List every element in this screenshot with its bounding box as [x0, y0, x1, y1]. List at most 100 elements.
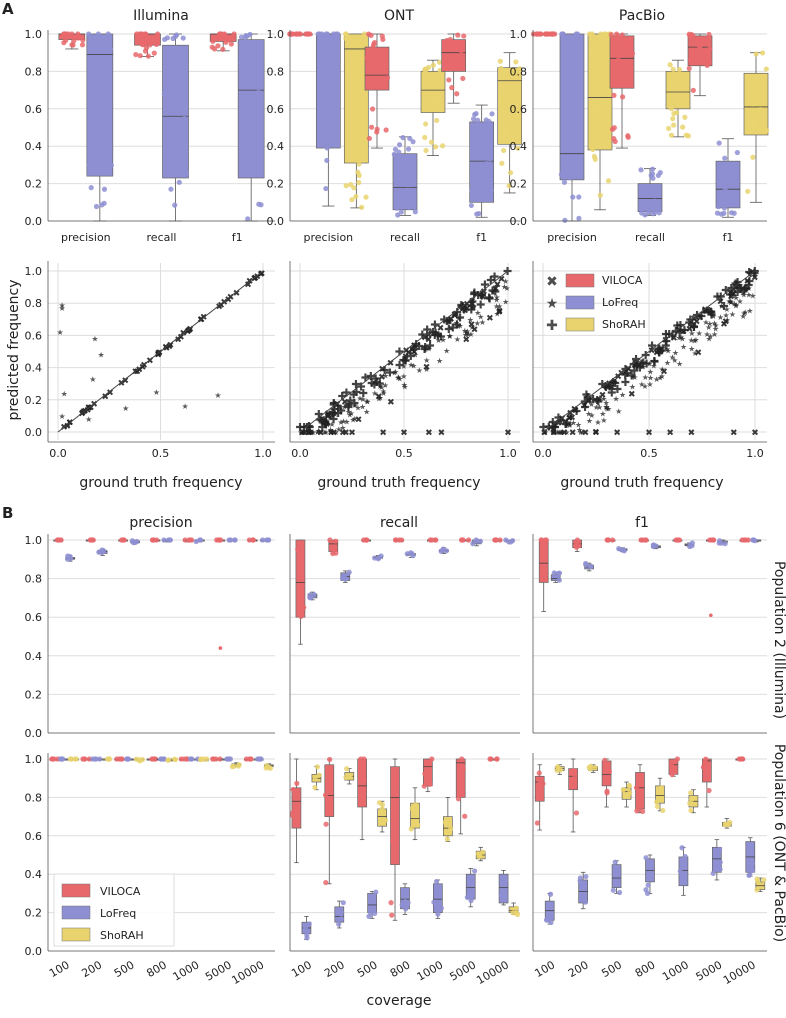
a-scatter-ont-viloca-point: ✖ — [495, 308, 503, 318]
a-scatter-ont-shorah-point: ✚ — [476, 298, 485, 311]
b-r1-f1-xtick-5000: 5000 — [694, 958, 725, 983]
b-r1-recall-xtick-800: 800 — [388, 958, 413, 980]
a-scatter-ont-viloca-point: ✖ — [402, 353, 410, 363]
a-box-pacbio-shorah-f1-point — [750, 125, 756, 131]
a-box-pacbio-shorah-f1-point — [763, 127, 770, 134]
a-scatter-ont-viloca-point: ✖ — [332, 401, 340, 411]
a-box-ont-viloca-recall-point — [366, 31, 372, 37]
b-f1-outlier — [709, 613, 713, 618]
b-r1-f1-shorah-800-point — [654, 799, 660, 805]
a-scatter-pacbio-viloca-point: ✖ — [584, 397, 592, 407]
b-r1-f1-viloca-800-box — [635, 772, 645, 810]
a-box-pacbio-lofreq-precision-point — [575, 118, 582, 124]
b-r0-recall-lofreq-500-point — [376, 555, 382, 561]
b-r1-f1-lofreq-100-point — [543, 917, 550, 923]
a-scatter-pacbio-viloca-point: ✖ — [751, 273, 759, 283]
a-scatter-pacbio-shorah-point: ✚ — [654, 343, 663, 356]
a-scatter-ont-lofreq-point: ★ — [423, 365, 430, 374]
a-scatter-ont-shorah-point: ✚ — [433, 330, 442, 343]
a-box-illumina-lofreq-recall-point — [170, 35, 176, 42]
a-box-ont-ytick-label: 1.0 — [267, 28, 285, 41]
a-scatter-ont-lofreq-point: ★ — [351, 414, 358, 423]
b-r0-f1-lofreq-500-point — [621, 548, 627, 554]
a-scatter-pacbio-lofreq-point: ★ — [733, 293, 740, 302]
b-r1-recall-lofreq-10000-point — [498, 892, 504, 898]
a-scatter-illumina-viloca-point: ✖ — [84, 406, 92, 416]
a-scatter-ont-lofreq-point: ★ — [348, 409, 355, 418]
a-box-ont-shorah-f1-point — [515, 145, 521, 151]
a-box-pacbio-shorah-recall-point — [676, 67, 683, 73]
a-scatter-pacbio-shorah-point: ✚ — [665, 328, 674, 341]
a-box-illumina-lofreq-precision-point — [108, 162, 114, 168]
a-scatter-pacbio-lofreq-point: ★ — [588, 400, 595, 409]
a-scatter-pacbio-shorah-point: ✚ — [629, 358, 638, 371]
a-scatter-ont-lofreq-point: ★ — [469, 323, 476, 332]
a-box-illumina-ytick-label: 0.4 — [25, 140, 43, 153]
a-box-pacbio-shorah-f1-point — [745, 87, 751, 93]
a-scatter-ont-shorah-point: ✚ — [380, 364, 389, 377]
a-scatter-pacbio-lofreq-point: ★ — [551, 428, 558, 437]
a-box-illumina-ytick-label: 0.0 — [25, 215, 43, 228]
a-box-illumina-viloca-recall-point — [143, 45, 149, 51]
a-scatter-ont-viloca-point: ✖ — [387, 398, 395, 408]
a-scatter-pacbio-shorah-point: ✚ — [613, 383, 622, 396]
a-scatter-illumina-lofreq-point: ★ — [153, 388, 160, 397]
a-box-ont-viloca-precision-point — [289, 31, 295, 37]
a-scatter-ont-shorah-point: ✚ — [304, 420, 313, 433]
b-r1-f1-lofreq-200-point — [582, 899, 589, 905]
b-r1-f1-viloca-5000-point — [703, 756, 709, 762]
a-scatter-pacbio-viloca-point: ✖ — [729, 291, 737, 301]
a-box-pacbio-viloca-f1-point — [697, 42, 703, 49]
a-box-illumina-viloca-recall-point — [154, 31, 161, 37]
a-box-pacbio-ytick-label: 0.6 — [510, 103, 528, 116]
a-box-ont-shorah-recall-point — [430, 62, 436, 68]
a-scatter-pacbio-lofreq-point: ★ — [669, 353, 676, 362]
a-scatter-pacbio-viloca-point: ✖ — [662, 336, 670, 346]
a-box-illumina-lofreq-precision-point — [98, 38, 104, 44]
a-scatter-pacbio-lofreq-point: ★ — [647, 367, 654, 376]
a-scatter-pacbio-lofreq-point: ★ — [647, 373, 654, 382]
a-scatter-pacbio-lofreq-point: ★ — [706, 320, 713, 329]
a-scatter-illumina-viloca-point: ✖ — [133, 367, 141, 377]
a-box-pacbio-shorah-recall-point — [680, 124, 686, 130]
b-r1-recall-viloca-5000-point — [455, 796, 462, 802]
b-r1-f1-shorah-200-point — [586, 764, 592, 771]
a-scatter-pacbio-lofreq-point: ★ — [631, 373, 638, 382]
a-box-pacbio-lofreq-precision-point — [558, 171, 564, 178]
legend-marker-lofreq: ★ — [546, 296, 559, 312]
b-r1-precision-shorah-200-point — [106, 756, 112, 762]
b-r0-precision-ytick-label: 0.0 — [25, 727, 43, 740]
a-scatter-ont-shorah-point: ✚ — [401, 355, 410, 368]
b-r0-f1-lofreq-100-point — [556, 570, 563, 576]
a-scatter-ont-shorah-point: ✚ — [467, 304, 476, 317]
a-scatter-ont-viloca-zero-point: ✖ — [438, 429, 446, 439]
b-r1-precision-viloca-5000-point — [217, 756, 223, 762]
a-box-illumina-viloca-recall-point — [145, 53, 151, 59]
a-scatter-ont-shorah-point: ✚ — [375, 377, 384, 390]
a-scatter-pacbio-shorah-point: ✚ — [650, 355, 659, 368]
a-scatter-pacbio-shorah-point: ✚ — [713, 290, 722, 303]
b-r0-recall-viloca-1000-point — [429, 537, 435, 543]
a-scatter-pacbio-viloca-point: ✖ — [558, 414, 566, 424]
a-scatter-illumina-viloca-point: ✖ — [85, 404, 93, 414]
a-scatter-illumina-viloca-point: ✖ — [165, 342, 173, 352]
b-r0-f1-viloca-500-point — [609, 537, 616, 543]
b-r1-f1-shorah-500-point — [626, 783, 632, 789]
a-box-pacbio-lofreq-precision-point — [561, 179, 568, 185]
a-box-ont-shorah-f1-point — [500, 71, 506, 77]
b-r1-f1-shorah-1000-point — [688, 796, 695, 803]
b-r1-recall-viloca-200-point — [323, 821, 329, 827]
b-r1-recall-lofreq-5000-point — [468, 897, 474, 904]
a-scatter-illumina-lofreq-point: ★ — [91, 335, 98, 344]
a-scatter-ont-lofreq-point: ★ — [423, 356, 430, 365]
a-box-ont-shorah-precision-point — [349, 197, 355, 203]
a-scatter-pacbio-viloca-point: ✖ — [720, 320, 728, 330]
b-r1-precision-xtick-500: 500 — [112, 958, 137, 980]
a-box-ont-shorah-recall-point — [434, 117, 440, 124]
a-scatter-ont-shorah-point: ✚ — [418, 328, 427, 341]
a-box-pacbio-xtick-precision: precision — [547, 231, 597, 244]
a-scatter-pacbio-lofreq-point: ★ — [676, 333, 683, 342]
a-box-pacbio-viloca-recall-point — [625, 134, 631, 140]
a-scatter-ont-lofreq-point: ★ — [408, 360, 415, 369]
a-box-illumina-ytick-label: 0.2 — [25, 178, 43, 191]
